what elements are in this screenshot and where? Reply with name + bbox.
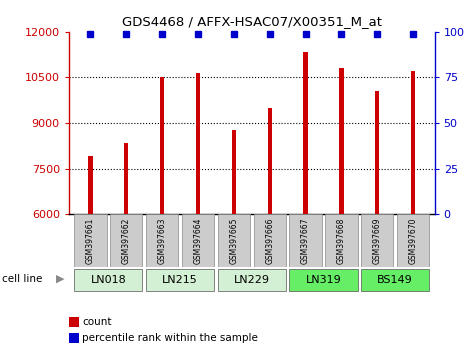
Text: LN229: LN229 bbox=[234, 275, 270, 285]
Text: LN215: LN215 bbox=[162, 275, 198, 285]
Bar bbox=[411, 72, 415, 214]
Bar bbox=[88, 156, 93, 214]
Text: ▶: ▶ bbox=[56, 274, 65, 284]
Bar bbox=[124, 143, 128, 214]
Bar bbox=[361, 214, 393, 267]
Text: GSM397669: GSM397669 bbox=[373, 217, 382, 264]
Text: GSM397668: GSM397668 bbox=[337, 217, 346, 264]
Text: GSM397665: GSM397665 bbox=[229, 217, 238, 264]
Text: GSM397670: GSM397670 bbox=[408, 217, 418, 264]
Bar bbox=[289, 214, 322, 267]
Bar bbox=[289, 268, 358, 291]
Bar bbox=[74, 268, 142, 291]
Bar bbox=[397, 214, 429, 267]
Text: GSM397667: GSM397667 bbox=[301, 217, 310, 264]
Bar bbox=[267, 108, 272, 214]
Text: GSM397661: GSM397661 bbox=[86, 217, 95, 264]
Text: LN319: LN319 bbox=[305, 275, 342, 285]
Text: GSM397663: GSM397663 bbox=[158, 217, 167, 264]
Bar bbox=[232, 130, 236, 214]
Bar bbox=[375, 91, 380, 214]
Bar bbox=[325, 214, 358, 267]
Bar bbox=[339, 68, 343, 214]
Text: GSM397662: GSM397662 bbox=[122, 217, 131, 264]
Title: GDS4468 / AFFX-HSAC07/X00351_M_at: GDS4468 / AFFX-HSAC07/X00351_M_at bbox=[122, 15, 382, 28]
Bar bbox=[218, 214, 250, 267]
Bar bbox=[304, 52, 308, 214]
Bar bbox=[196, 73, 200, 214]
Bar bbox=[160, 77, 164, 214]
Text: cell line: cell line bbox=[2, 274, 43, 284]
Text: LN018: LN018 bbox=[90, 275, 126, 285]
Bar bbox=[146, 214, 178, 267]
Bar bbox=[146, 268, 214, 291]
Bar bbox=[182, 214, 214, 267]
Bar bbox=[361, 268, 429, 291]
Text: GSM397664: GSM397664 bbox=[193, 217, 202, 264]
Bar bbox=[74, 214, 106, 267]
Bar bbox=[254, 214, 286, 267]
Bar bbox=[218, 268, 286, 291]
Bar bbox=[110, 214, 142, 267]
Text: percentile rank within the sample: percentile rank within the sample bbox=[82, 333, 258, 343]
Text: count: count bbox=[82, 317, 112, 327]
Text: BS149: BS149 bbox=[377, 275, 413, 285]
Text: GSM397666: GSM397666 bbox=[265, 217, 274, 264]
